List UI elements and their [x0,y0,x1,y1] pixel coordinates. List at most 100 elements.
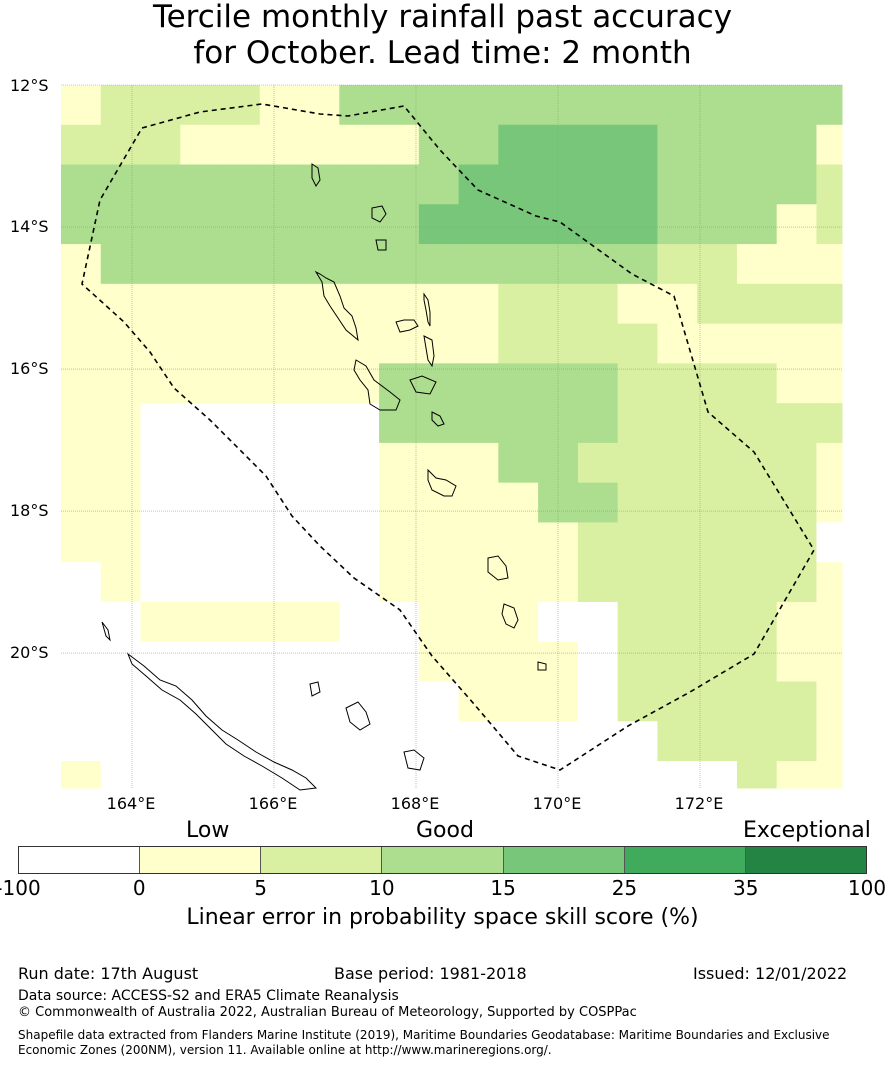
skill-cell [339,761,380,789]
skill-cell [299,562,340,603]
skill-cell [736,204,778,245]
colorbar-tick-label: 5 [254,876,267,900]
skill-cell [299,721,340,762]
skill-cell [339,482,380,523]
skill-cell [299,283,340,325]
skill-cell [617,85,658,126]
skill-cell [458,721,499,762]
skill-cell [418,482,460,523]
island-torres [311,163,321,187]
skill-cell [498,204,539,245]
skill-cell [259,562,301,603]
skill-cell [100,761,142,789]
skill-cell [61,403,102,444]
skill-cell [140,403,181,444]
skill-cell [617,442,658,484]
skill-cell [736,124,778,166]
skill-cell [180,761,221,789]
skill-cell [418,442,460,484]
skill-cell [180,363,221,404]
skill-cell [776,721,817,762]
island-malekula [395,319,419,333]
skill-cell [299,601,340,643]
skill-cell [657,482,698,523]
skill-cell [220,641,261,682]
skill-cell [538,244,579,285]
skill-cell [697,482,738,523]
skill-cell [61,601,102,643]
skill-cell [458,124,499,166]
colorbar-segment [261,847,383,873]
skill-cell [617,482,658,523]
skill-cell [697,601,738,643]
skill-cell [776,641,817,682]
skill-cell [220,363,261,404]
skill-cell [657,283,698,325]
skill-cell [657,442,698,484]
skill-cell [458,442,499,484]
skill-cell [140,721,181,762]
skill-cell [180,283,221,325]
colorbar-segment [19,847,141,873]
skill-cell [180,124,221,166]
lat-label-16s: 16°S [10,359,49,378]
skill-cell [657,601,698,643]
skill-cell [657,761,698,789]
skill-cell [498,522,539,563]
island-vanua-lava [371,205,387,223]
island-efate [427,468,457,497]
skill-cell [140,681,181,722]
skill-cell [458,641,499,682]
colorbar-segment [624,847,746,873]
skill-cell [657,681,698,722]
skill-cell [577,761,619,789]
skill-cell [498,164,539,205]
skill-cell [816,442,843,484]
skill-cell [418,721,460,762]
skill-cell [180,562,221,603]
skill-cell [657,562,698,603]
skill-cell [697,283,738,325]
skill-cell [339,85,380,126]
skill-cell [140,761,181,789]
skill-cell [100,204,142,245]
skill-cell [617,403,658,444]
skill-cell [379,204,420,245]
skill-cell [776,562,817,603]
skill-cell [100,442,142,484]
skill-cell [697,562,738,603]
skill-cell [617,204,658,245]
skill-cell [498,641,539,682]
skill-cell [61,681,102,722]
skill-cell [259,283,301,325]
skill-cell [379,681,420,722]
skill-cell [259,721,301,762]
skill-cell [259,363,301,404]
skill-cell [418,601,460,643]
skill-cell [458,562,499,603]
skill-cell [140,164,181,205]
skill-cell [140,363,181,404]
skill-cell [140,124,181,166]
land-outlines [101,163,547,791]
skill-cell [339,601,380,643]
skill-cell [776,164,817,205]
skill-cell [776,323,817,364]
skill-cell [180,164,221,205]
skill-cell [299,85,340,126]
category-exceptional: Exceptional [743,818,871,843]
skill-cell [617,124,658,166]
colorbar-tick-label: 0 [132,876,146,900]
skill-cell [299,204,340,245]
skill-cell [816,721,843,762]
skill-cell [180,323,221,364]
skill-cell [657,244,698,285]
skill-cell [418,403,460,444]
skill-cell [299,323,340,364]
category-good: Good [416,818,474,843]
island-tanna [501,603,519,629]
colorbar-tick-label: 25 [611,876,638,900]
skill-cell [498,124,539,166]
skill-cell [657,85,698,126]
skill-cell [816,403,843,444]
